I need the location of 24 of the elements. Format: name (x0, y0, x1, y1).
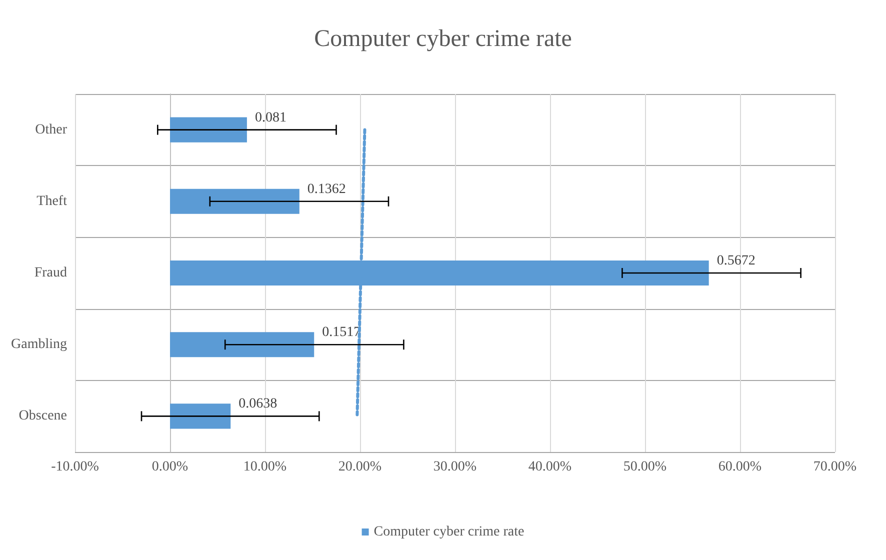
data-label: 0.081 (254, 110, 286, 126)
data-label: 0.5672 (716, 254, 756, 268)
y-tick-label: Theft (36, 194, 68, 209)
x-tick-label: 50.00% (623, 460, 667, 474)
x-tick-label: 0.00% (152, 460, 188, 474)
y-tick-label: Obscene (18, 408, 67, 424)
x-tick-label: 70.00% (813, 460, 857, 474)
x-tick-label: 20.00% (338, 460, 382, 474)
legend-label: Computer cyber crime rate (374, 524, 524, 540)
data-label: 0.0638 (238, 396, 278, 412)
data-label: 0.1362 (307, 182, 346, 197)
bar (170, 188, 300, 214)
y-tick-label: Other (35, 122, 68, 138)
bar (170, 332, 314, 358)
bar (170, 117, 247, 142)
x-tick-label: -10.00% (51, 460, 100, 474)
y-tick-label: Gambling (10, 337, 67, 352)
y-tick-label: Fraud (34, 266, 67, 280)
x-tick-label: 40.00% (528, 460, 572, 474)
chart-title: Computer cyber crime rate (314, 26, 572, 52)
x-tick-label: 10.00% (243, 460, 287, 474)
x-tick-label: 30.00% (433, 460, 477, 474)
x-tick-label: 60.00% (718, 460, 762, 474)
bar (170, 404, 231, 429)
